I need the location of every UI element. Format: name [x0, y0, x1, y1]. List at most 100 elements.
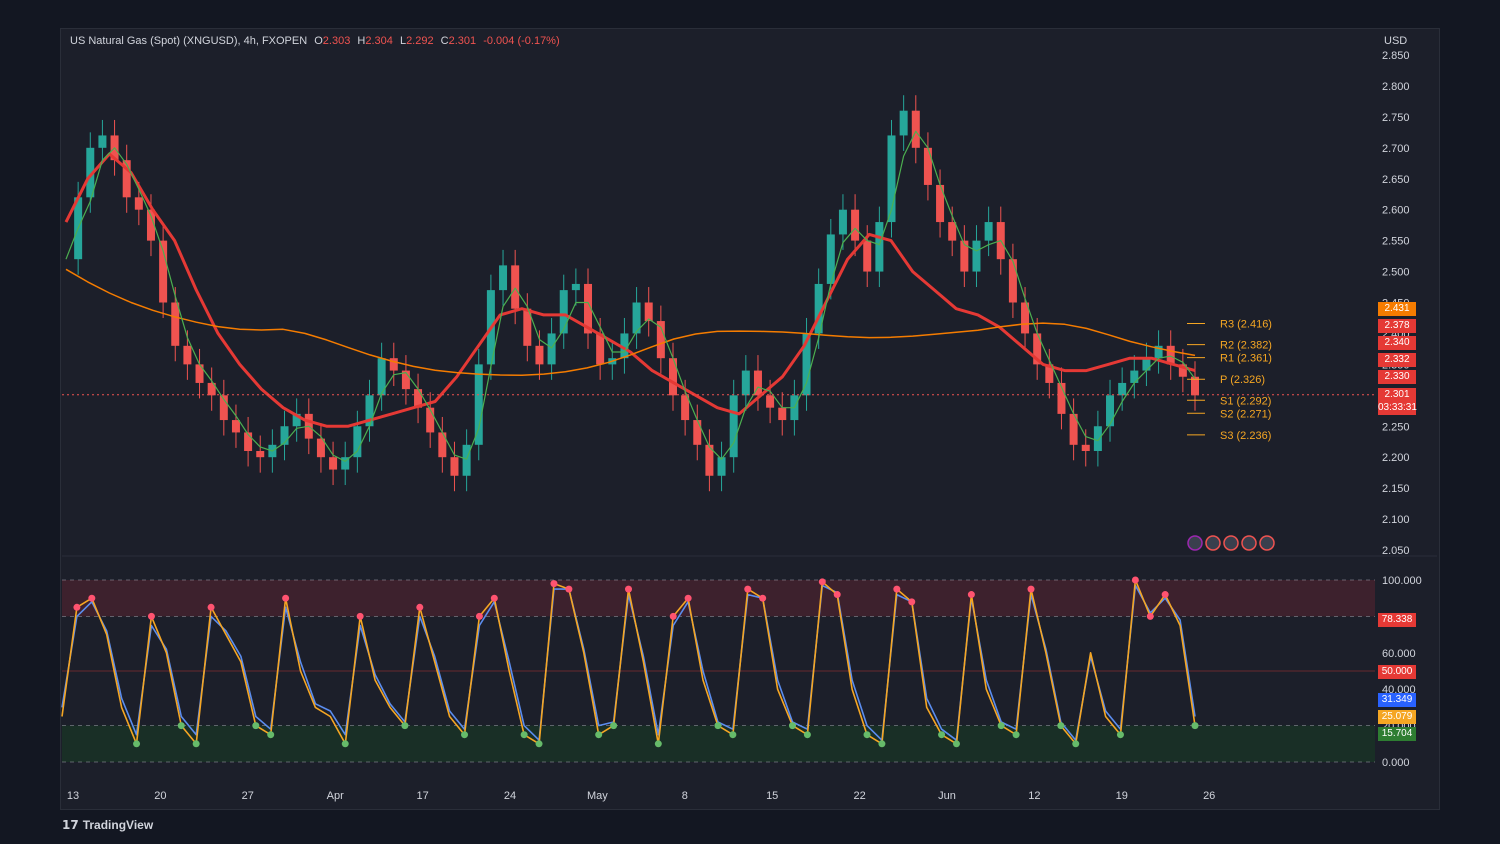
candle-body	[499, 265, 508, 291]
candle-body	[1045, 364, 1054, 383]
osc-tick-label: 100.000	[1382, 575, 1422, 587]
price-tick-label: 2.500	[1382, 267, 1410, 279]
event-flag-icon	[1259, 535, 1275, 551]
candle-body	[766, 395, 775, 408]
price-axis-tag: 2.301	[1378, 388, 1416, 402]
candle-body	[1191, 376, 1199, 396]
candle-body	[219, 395, 228, 421]
candle-body	[584, 283, 593, 334]
osc-axis-tag: 31.349	[1378, 693, 1416, 707]
candle-body	[1130, 370, 1139, 383]
price-tick-label: 2.600	[1382, 205, 1410, 217]
oversold-dot	[595, 731, 603, 739]
candle-body	[511, 265, 520, 309]
pivot-label: P (2.326)	[1220, 374, 1265, 386]
price-tick-label: 2.050	[1382, 545, 1410, 557]
candle-body	[86, 147, 95, 198]
candle-body	[802, 333, 811, 396]
time-tick-label: 27	[242, 790, 254, 802]
oversold-dot	[133, 740, 141, 748]
candle-body	[1021, 302, 1030, 334]
oversold-dot	[863, 731, 871, 739]
oversold-dot	[192, 740, 200, 748]
candle-body	[438, 432, 447, 458]
price-axis-tag: 2.340	[1378, 336, 1416, 350]
candle-body	[705, 444, 714, 476]
osc-axis-tag: 15.704	[1378, 727, 1416, 741]
candle-body	[887, 135, 896, 223]
oversold-dot	[1191, 722, 1199, 730]
oversold-dot	[1116, 731, 1124, 739]
candle-body	[535, 345, 544, 365]
candle-body	[1081, 444, 1090, 451]
overbought-dot	[565, 585, 573, 593]
oversold-dot	[461, 731, 469, 739]
osc-tick-label: 60.000	[1382, 648, 1416, 660]
candle-body	[134, 197, 143, 210]
candle-body	[911, 110, 920, 148]
candle-body	[838, 209, 847, 235]
event-flag-icon	[1223, 535, 1239, 551]
candle-body	[693, 420, 702, 445]
overbought-dot	[759, 594, 767, 602]
candle-body	[341, 457, 350, 470]
candle-body	[280, 426, 289, 445]
oversold-dot	[997, 722, 1005, 730]
overbought-dot	[1146, 612, 1154, 620]
time-tick-label: 17	[416, 790, 428, 802]
candle-body	[389, 358, 398, 371]
candle-body	[1057, 382, 1066, 414]
candle-body	[778, 407, 787, 421]
time-tick-label: 24	[504, 790, 516, 802]
candle-body	[547, 333, 556, 365]
time-tick-label: 8	[682, 790, 688, 802]
time-tick-label: 12	[1028, 790, 1040, 802]
fast-moving-average-line	[65, 130, 1196, 462]
overbought-dot	[1131, 576, 1139, 584]
candle-body	[668, 358, 677, 396]
oversold-dot	[803, 731, 811, 739]
price-tick-label: 2.200	[1382, 452, 1410, 464]
price-axis-tag: 2.431	[1378, 302, 1416, 316]
osc-tick-label: 0.000	[1382, 757, 1410, 769]
change-value: -0.004 (-0.17%)	[483, 35, 560, 47]
overbought-dot	[550, 580, 558, 588]
brand-label: TradingView	[82, 818, 154, 832]
time-tick-label: Apr	[327, 790, 344, 802]
symbol-title[interactable]: US Natural Gas (Spot) (XNGUSD), 4h, FXOP…	[70, 35, 308, 47]
candle-body	[1106, 395, 1115, 427]
candle-body	[183, 345, 192, 365]
candle-body	[1166, 345, 1175, 365]
pivot-label: R3 (2.416)	[1220, 319, 1272, 331]
event-flag-icon	[1205, 535, 1221, 551]
candle-body	[948, 222, 957, 241]
candle-body	[596, 333, 605, 365]
candle-body	[171, 302, 180, 346]
chart-header: US Natural Gas (Spot) (XNGUSD), 4h, FXOP…	[70, 35, 564, 47]
osc-axis-tag: 78.338	[1378, 613, 1416, 627]
candle-body	[316, 438, 325, 458]
candle-body	[122, 160, 131, 198]
price-axis-tag: 2.330	[1378, 370, 1416, 384]
time-tick-label: 15	[766, 790, 778, 802]
candle-body	[1142, 358, 1151, 371]
candle-body	[365, 395, 374, 427]
overbought-dot	[625, 585, 632, 593]
candle-body	[826, 234, 835, 284]
candle-body	[972, 240, 981, 272]
candle-body	[632, 302, 641, 334]
candle-body	[523, 308, 532, 346]
time-tick-label: 20	[154, 790, 166, 802]
oversold-dot	[878, 740, 886, 748]
overbought-dot	[88, 594, 96, 602]
slow-moving-average-line	[65, 268, 1196, 377]
overbought-dot	[416, 603, 424, 611]
candle-body	[450, 457, 459, 476]
candle-body	[1008, 259, 1017, 303]
time-tick-label: 13	[67, 790, 79, 802]
tradingview-logo[interactable]: 17 TradingView	[62, 818, 153, 832]
low-value: 2.292	[406, 35, 434, 47]
oversold-dot	[1057, 722, 1065, 730]
overbought-dot	[475, 612, 483, 620]
